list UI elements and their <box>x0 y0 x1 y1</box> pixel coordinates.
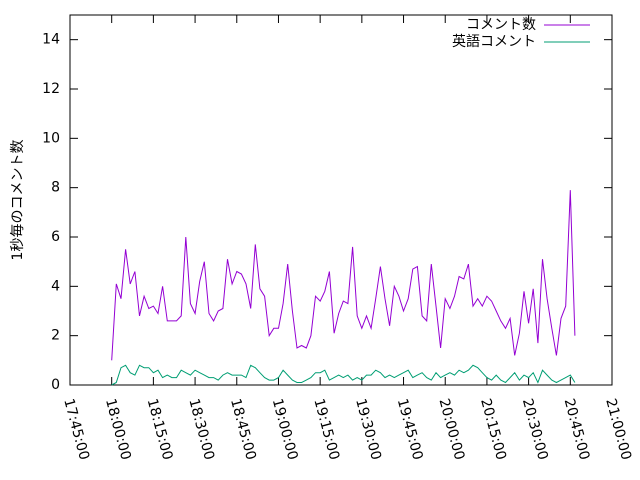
x-tick-label: 18:15:00 <box>144 397 176 462</box>
x-tick-label: 20:45:00 <box>561 397 593 462</box>
y-tick-label: 4 <box>51 278 60 294</box>
y-tick-label: 10 <box>42 130 60 146</box>
legend-label: コメント数 <box>466 17 536 33</box>
x-tick-label: 19:00:00 <box>269 397 301 462</box>
y-axis-label: 1秒毎のコメント数 <box>10 140 26 261</box>
x-tick-label: 20:30:00 <box>519 397 551 462</box>
legend-label: 英語コメント <box>452 33 536 50</box>
x-tick-label: 18:30:00 <box>185 397 217 462</box>
x-tick-label: 17:45:00 <box>60 397 92 462</box>
x-tick-label: 21:00:00 <box>602 397 634 462</box>
series-line <box>111 190 576 361</box>
y-tick-label: 12 <box>42 81 60 97</box>
x-tick-label: 18:45:00 <box>227 397 259 462</box>
plot-border <box>69 14 613 386</box>
y-tick-label: 6 <box>51 229 60 245</box>
x-tick-label: 18:00:00 <box>102 397 134 462</box>
y-tick-label: 0 <box>51 377 60 393</box>
series-line <box>111 364 576 386</box>
x-tick-label: 19:45:00 <box>394 397 426 462</box>
y-tick-label: 8 <box>51 180 60 196</box>
x-tick-label: 19:15:00 <box>310 397 342 462</box>
x-tick-label: 20:15:00 <box>477 397 509 462</box>
x-tick-label: 20:00:00 <box>436 397 468 462</box>
x-tick-label: 19:30:00 <box>352 397 384 462</box>
y-tick-label: 2 <box>51 328 60 344</box>
y-tick-label: 14 <box>42 32 60 48</box>
